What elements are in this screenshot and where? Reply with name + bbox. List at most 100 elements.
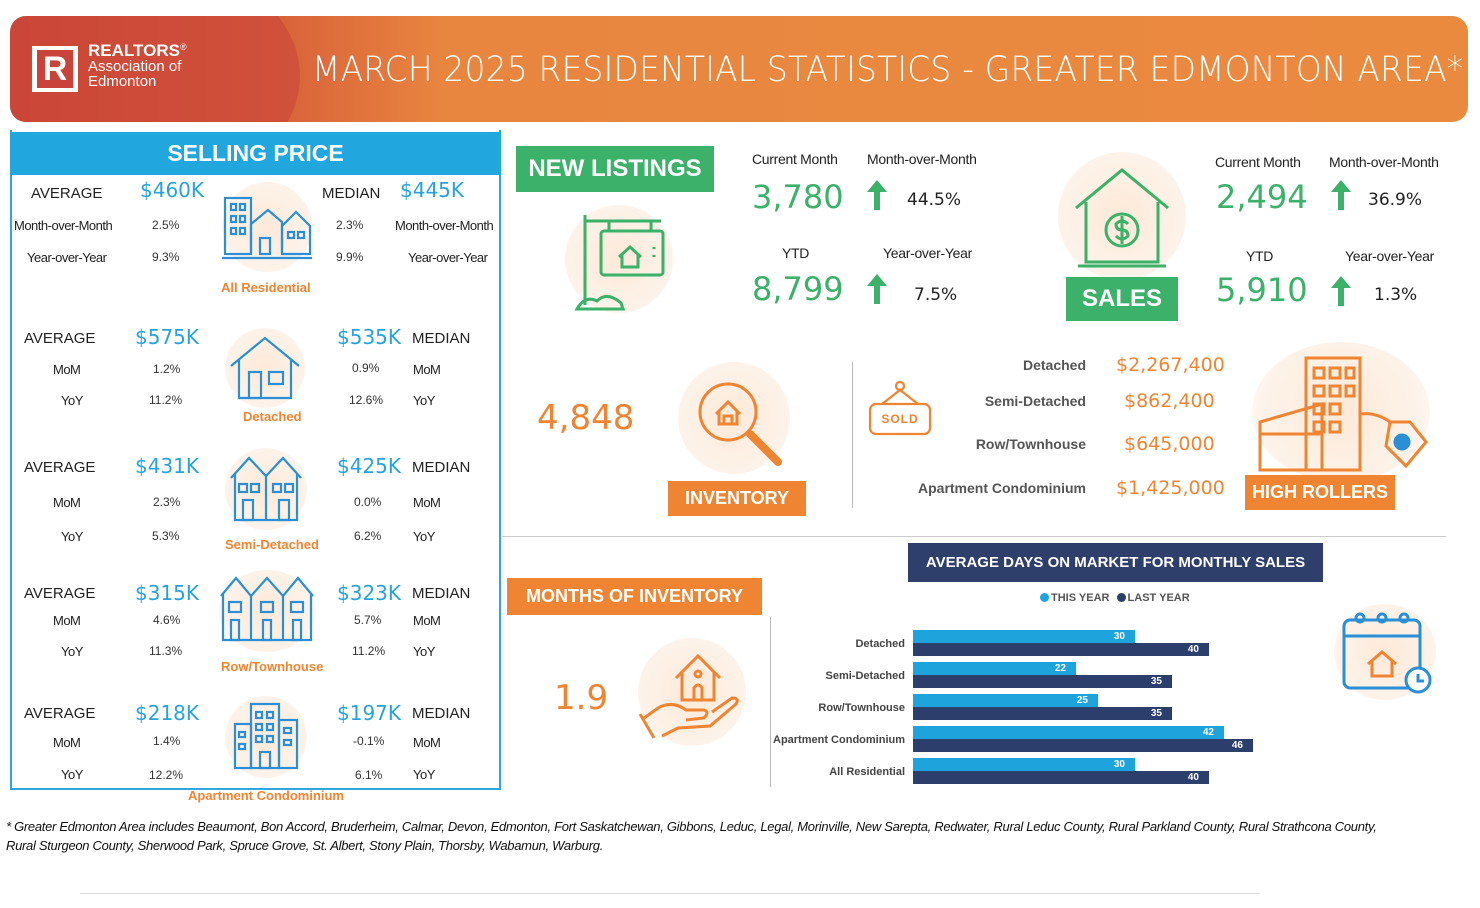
all-avg-yoy: 9.3%	[152, 250, 180, 264]
calendar-house-icon	[1334, 604, 1436, 700]
ytd-label: YTD	[1246, 248, 1274, 264]
mom-label: Month-over-Month	[867, 151, 977, 167]
up-arrow-icon	[866, 272, 888, 311]
listing-sign-icon	[565, 205, 673, 313]
selling-price-panel	[10, 130, 501, 790]
days-on-market-chart: Detached 30 40 Semi-Detached 22 35 Row/Townhou…	[725, 625, 1365, 785]
apt-med-mom: -0.1%	[353, 734, 385, 748]
semi-med-yoy: 6.2%	[354, 529, 382, 543]
high-rollers-title: HIGH ROLLERS	[1245, 475, 1395, 510]
divider	[770, 617, 771, 787]
magnifier-house-icon	[678, 362, 790, 474]
all-residential-icon	[222, 182, 312, 272]
all-med-yoy: 9.9%	[336, 250, 364, 264]
hand-house-icon	[638, 638, 746, 746]
average-label: AVERAGE	[31, 185, 103, 202]
median-label: MEDIAN	[322, 185, 381, 202]
new-listings-ytd: 8,799	[752, 270, 844, 308]
chart-data-label: 30	[1113, 631, 1125, 642]
hr-row-label: Row/Townhouse	[975, 436, 1086, 452]
current-month-label: Current Month	[752, 151, 838, 167]
row-med-yoy: 11.2%	[352, 644, 386, 658]
selling-price-title: SELLING PRICE	[10, 132, 501, 175]
yoy-label: YoY	[61, 767, 83, 782]
hr-apt-value: $1,425,000	[1116, 477, 1225, 499]
mom-label: MoM	[413, 735, 441, 750]
sales-yoy: 1.3%	[1374, 285, 1418, 305]
apt-median-price: $197K	[337, 701, 402, 725]
chart-bar: 35	[913, 707, 1172, 720]
all-median-price: $445K	[400, 178, 465, 202]
mom-label: Month-over-Month	[1329, 154, 1439, 170]
legend-last-year-swatch	[1116, 593, 1126, 602]
category-label-apt: Apartment Condominium	[188, 788, 344, 803]
ytd-label: YTD	[782, 245, 810, 261]
detached-avg-mom: 1.2%	[153, 362, 181, 376]
yoy-label: Year-over-Year	[883, 245, 972, 261]
hr-row-value: $645,000	[1124, 433, 1215, 455]
apt-average-price: $218K	[135, 701, 200, 725]
chart-data-label: 35	[1150, 708, 1162, 719]
median-label: MEDIAN	[412, 330, 471, 347]
months-of-inventory-title: MONTHS OF INVENTORY	[507, 578, 762, 615]
yoy-label: Year-over-Year	[408, 250, 488, 265]
divider	[502, 536, 1446, 537]
mom-label: MoM	[413, 362, 441, 377]
median-label: MEDIAN	[412, 585, 471, 602]
chart-data-label: 35	[1150, 676, 1162, 687]
row-med-mom: 5.7%	[354, 613, 382, 627]
all-med-mom: 2.3%	[336, 218, 364, 232]
inventory-value: 4,848	[537, 398, 635, 438]
category-label-detached: Detached	[243, 409, 302, 424]
average-label: AVERAGE	[24, 705, 96, 722]
sales-title: SALES	[1066, 277, 1178, 321]
chart-bar: 46	[913, 739, 1253, 752]
chart-bar: 40	[913, 643, 1209, 656]
yoy-label: YoY	[413, 529, 435, 544]
detached-med-yoy: 12.6%	[349, 393, 384, 407]
chart-bar: 30	[913, 630, 1135, 643]
yoy-label: YoY	[61, 644, 83, 659]
chart-bar: 22	[913, 662, 1076, 675]
chart-data-label: 22	[1054, 663, 1066, 674]
legend-this-year: THIS YEAR	[1051, 592, 1110, 604]
legend-last-year: LAST YEAR	[1127, 592, 1190, 604]
hr-semi-value: $862,400	[1124, 390, 1215, 412]
chart-category-label: All Residential	[829, 766, 905, 778]
current-month-label: Current Month	[1215, 154, 1301, 170]
detached-avg-yoy: 11.2%	[149, 393, 183, 407]
sales-ytd: 5,910	[1216, 271, 1308, 309]
footnote-line-1: * Greater Edmonton Area includes Beaumon…	[6, 819, 1377, 834]
mom-label: MoM	[413, 613, 441, 628]
apt-avg-mom: 1.4%	[153, 734, 181, 748]
all-avg-mom: 2.5%	[152, 218, 180, 232]
semi-median-price: $425K	[337, 454, 402, 478]
category-label-row: Row/Townhouse	[221, 659, 324, 674]
row-average-price: $315K	[135, 581, 200, 605]
semi-avg-mom: 2.3%	[153, 495, 181, 509]
up-arrow-icon	[1330, 178, 1352, 217]
new-listings-mom: 44.5%	[907, 190, 962, 210]
chart-category-label: Detached	[855, 638, 905, 650]
category-label-semi: Semi-Detached	[225, 537, 319, 552]
chart-data-label: 40	[1187, 644, 1199, 655]
chart-data-label: 46	[1231, 740, 1243, 751]
detached-med-mom: 0.9%	[352, 361, 380, 375]
chart-bar: 42	[913, 726, 1224, 739]
chart-data-label: 25	[1076, 695, 1088, 706]
yoy-label: Year-over-Year	[1345, 248, 1434, 264]
chart-data-label: 40	[1187, 772, 1199, 783]
chart-bar: 35	[913, 675, 1172, 688]
realtors-logo-icon: R	[32, 46, 78, 92]
detached-house-icon	[225, 328, 305, 408]
up-arrow-icon	[1330, 274, 1352, 313]
sold-sign-icon: SOLD	[866, 378, 934, 438]
category-label-all: All Residential	[221, 280, 311, 295]
hr-detached-label: Detached	[1022, 357, 1086, 373]
new-listings-current: 3,780	[752, 178, 844, 216]
yoy-label: YoY	[413, 644, 435, 659]
house-dollar-icon	[1058, 152, 1186, 280]
chart-data-label: 42	[1202, 727, 1214, 738]
yoy-label: YoY	[413, 767, 435, 782]
all-average-price: $460K	[140, 178, 205, 202]
